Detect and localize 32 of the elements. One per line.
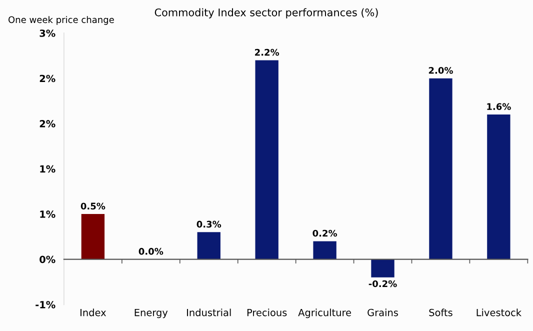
- x-tick-label: Index: [80, 308, 106, 316]
- y-tick-label: 2%: [40, 74, 56, 82]
- data-label: 0.5%: [80, 202, 106, 210]
- y-tick-label: 2%: [40, 120, 56, 128]
- x-tick-label: Industrial: [187, 308, 231, 316]
- y-tick-label: 1%: [40, 210, 56, 218]
- data-label: 0.0%: [138, 248, 164, 255]
- bar: [255, 60, 278, 260]
- data-label: 1.6%: [487, 103, 511, 110]
- bar: [487, 114, 510, 260]
- bar: [371, 259, 394, 278]
- bar: [313, 241, 336, 260]
- y-tick-label: 0%: [40, 256, 56, 264]
- x-tick-label: Precious: [247, 308, 287, 316]
- y-tick-label: 1%: [40, 165, 56, 173]
- y-axis-title: One week price change: [8, 16, 114, 25]
- x-tick-label: Grains: [368, 308, 398, 316]
- y-tick-label: 3%: [40, 30, 56, 37]
- bar: [429, 78, 452, 260]
- y-tick-label: -1%: [36, 301, 56, 308]
- bar: [197, 232, 220, 260]
- data-label: 2.2%: [255, 48, 280, 56]
- data-label: 0.3%: [196, 220, 222, 228]
- x-tick-label: Softs: [429, 308, 452, 316]
- x-tick-label: Livestock: [476, 308, 522, 316]
- data-label: 2.0%: [428, 66, 453, 74]
- x-tick-label: Energy: [134, 308, 168, 318]
- x-tick-label: Agriculture: [298, 308, 352, 318]
- data-label: 0.2%: [312, 230, 338, 237]
- chart-title: Commodity Index sector performances (%): [154, 8, 378, 18]
- bar: [81, 214, 105, 260]
- data-label: -0.2%: [368, 280, 397, 288]
